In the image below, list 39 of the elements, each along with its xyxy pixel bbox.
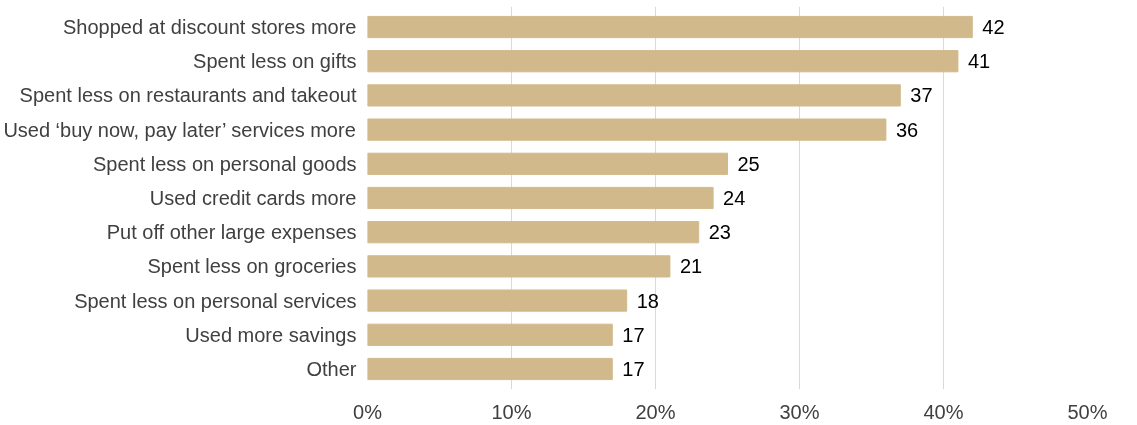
data-label: 17 xyxy=(622,323,645,346)
data-label: 18 xyxy=(636,289,659,312)
bar xyxy=(367,289,628,312)
data-label: 41 xyxy=(967,50,991,73)
x-tick-label: 30% xyxy=(779,400,820,423)
bar xyxy=(367,357,613,381)
bar xyxy=(367,186,714,210)
data-label: 21 xyxy=(679,255,703,278)
bar xyxy=(367,84,901,107)
y-tick-label: Spent less on gifts xyxy=(193,50,357,73)
y-tick-label: Other xyxy=(306,357,357,380)
bar xyxy=(367,255,671,278)
x-tick-label: 20% xyxy=(635,400,676,423)
y-tick-label: Shopped at discount stores more xyxy=(62,16,357,39)
x-tick-label: 0% xyxy=(353,400,383,423)
y-tick-label: Used credit cards more xyxy=(149,187,357,209)
y-tick-label: Spent less on personal goods xyxy=(92,152,357,175)
y-tick-label: Used more savings xyxy=(185,323,357,346)
x-tick-label: 10% xyxy=(491,400,532,423)
data-label: 37 xyxy=(910,84,933,107)
data-label: 23 xyxy=(708,221,731,244)
y-tick-label: Spent less on personal services xyxy=(74,289,357,312)
y-tick-label: Put off other large expenses xyxy=(106,221,357,244)
data-label: 17 xyxy=(622,357,645,380)
y-tick-label: Spent less on groceries xyxy=(147,255,357,278)
y-tick-label: Used ‘buy now, pay later’ services more xyxy=(3,118,356,141)
x-tick-label: 40% xyxy=(923,400,964,423)
bar xyxy=(367,50,959,73)
data-label: 25 xyxy=(737,152,760,175)
bar xyxy=(367,152,728,175)
bar xyxy=(367,118,887,141)
bar xyxy=(367,323,613,346)
data-label: 42 xyxy=(982,16,1005,39)
x-tick-label: 50% xyxy=(1067,400,1108,423)
data-label: 36 xyxy=(895,118,919,141)
bar xyxy=(367,15,973,39)
bar xyxy=(367,221,700,244)
y-tick-label: Spent less on restaurants and takeout xyxy=(19,84,357,107)
data-label: 24 xyxy=(723,187,746,209)
